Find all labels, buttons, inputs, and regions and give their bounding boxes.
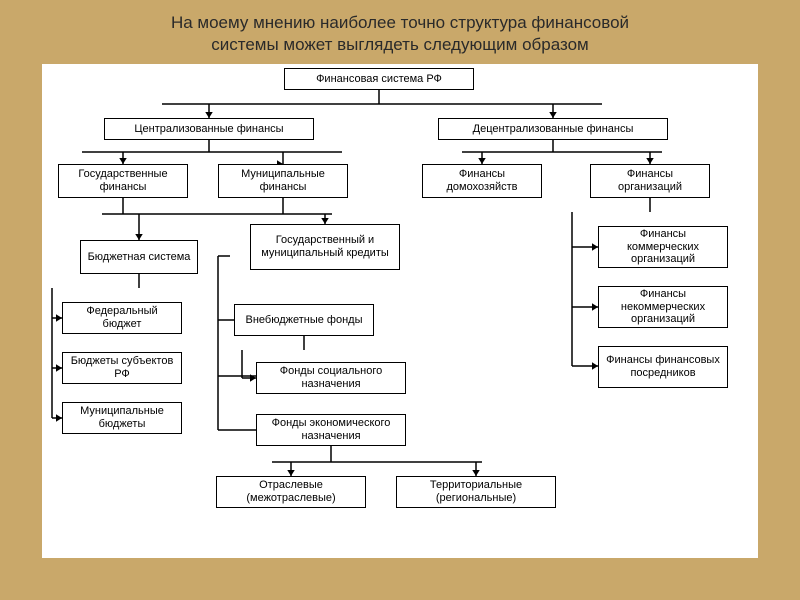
node-comm: Финансы коммерческих организаций bbox=[598, 226, 728, 268]
node-fed: Федеральный бюджет bbox=[62, 302, 182, 334]
title-line-2: системы может выглядеть следующим образо… bbox=[211, 35, 589, 54]
diagram-canvas: Финансовая система РФ Централизованные фи… bbox=[42, 64, 758, 558]
page-title: На моему мнению наиболее точно структура… bbox=[0, 12, 800, 56]
node-econ: Фонды экономического назначения bbox=[256, 414, 406, 446]
node-credit: Государственный и муниципальный кредиты bbox=[250, 224, 400, 270]
node-root: Финансовая система РФ bbox=[284, 68, 474, 90]
node-sect: Отраслевые (межотраслевые) bbox=[216, 476, 366, 508]
node-inter: Финансы финансовых посредников bbox=[598, 346, 728, 388]
node-cent: Централизованные финансы bbox=[104, 118, 314, 140]
title-line-1: На моему мнению наиболее точно структура… bbox=[171, 13, 629, 32]
node-budget: Бюджетная система bbox=[80, 240, 198, 274]
node-decent: Децентрализованные финансы bbox=[438, 118, 668, 140]
node-org: Финансы организаций bbox=[590, 164, 710, 198]
node-munb: Муниципальные бюджеты bbox=[62, 402, 182, 434]
node-gov: Государственные финансы bbox=[58, 164, 188, 198]
node-subj: Бюджеты субъектов РФ bbox=[62, 352, 182, 384]
node-terr: Территориальные (региональные) bbox=[396, 476, 556, 508]
node-extra: Внебюджетные фонды bbox=[234, 304, 374, 336]
node-mun: Муниципальные финансы bbox=[218, 164, 348, 198]
node-ncomm: Финансы некоммерческих организаций bbox=[598, 286, 728, 328]
node-house: Финансы домохозяйств bbox=[422, 164, 542, 198]
node-soc: Фонды социального назначения bbox=[256, 362, 406, 394]
